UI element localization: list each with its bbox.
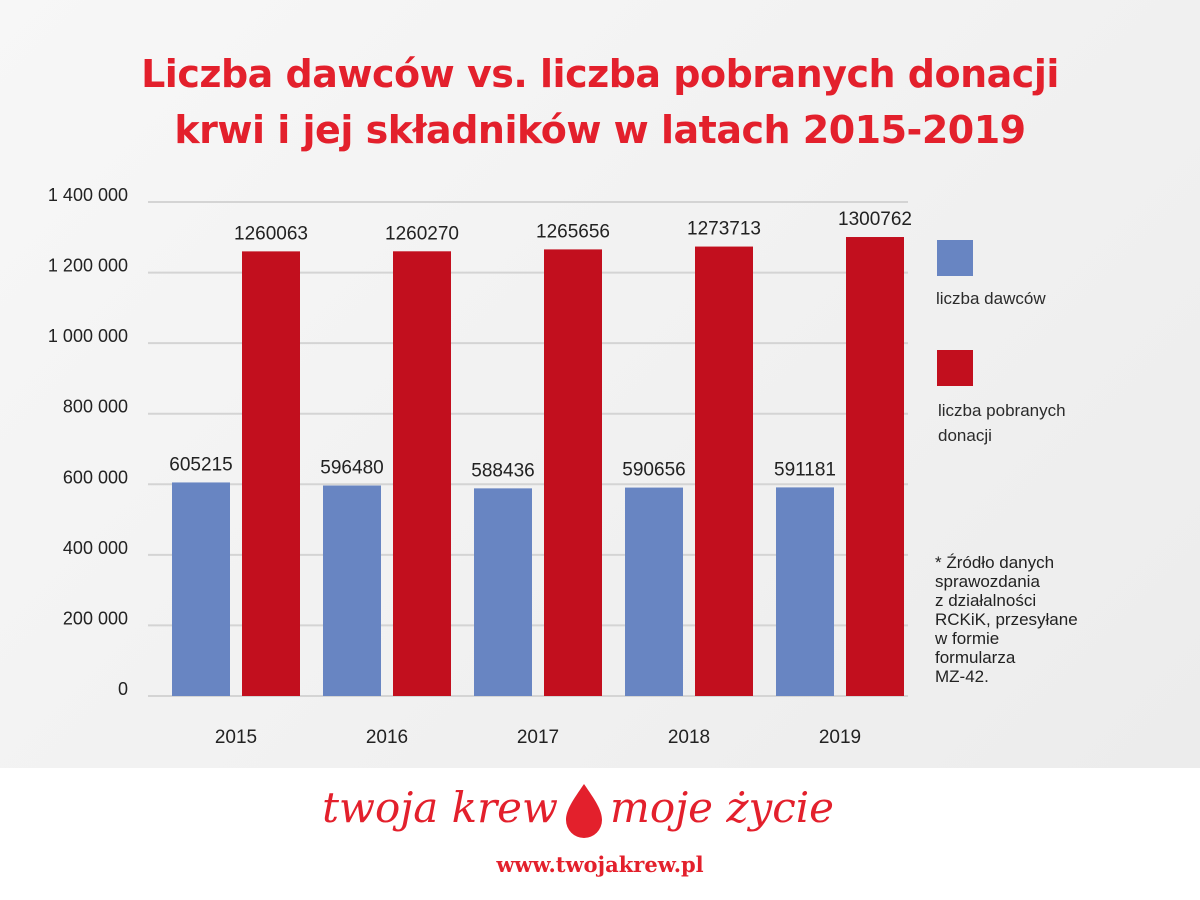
bar-donors xyxy=(172,482,230,696)
x-tick-label: 2018 xyxy=(668,727,710,748)
bar-donations xyxy=(393,251,451,696)
data-label-donations: 1265656 xyxy=(536,221,610,242)
y-tick-label: 400 000 xyxy=(63,538,128,558)
source-note-line: RCKiK, przesyłane xyxy=(935,610,1078,629)
chart-title-line-2: krwi i jej składników w latach 2015-2019 xyxy=(174,108,1026,152)
bar-chart: 0 200 000 400 000 600 000 800 000 1 000 000 1 … xyxy=(48,185,912,748)
brand-slogan: twoja krew moje życie xyxy=(0,776,1200,845)
blood-drop-icon xyxy=(566,784,602,838)
y-tick-label: 1 000 000 xyxy=(48,326,128,346)
slogan-left-text: twoja krew xyxy=(322,783,558,832)
data-label-donations: 1273713 xyxy=(687,219,761,240)
bar-donations xyxy=(846,237,904,696)
slogan-right-text: moje życie xyxy=(610,783,834,832)
legend-label-donations-line-1: liczba pobranych xyxy=(938,401,1066,420)
data-label-donations: 1300762 xyxy=(838,209,912,230)
brand-slogan-graphic: twoja krew moje życie xyxy=(322,783,834,838)
bar-donations xyxy=(242,251,300,696)
bar-donors xyxy=(776,487,834,696)
y-tick-label: 0 xyxy=(118,679,128,699)
legend-label-donations-line-2: donacji xyxy=(938,426,992,445)
data-label-donors: 588436 xyxy=(471,460,534,481)
y-tick-label: 200 000 xyxy=(63,608,128,628)
source-note-line: z działalności xyxy=(935,591,1037,610)
data-label-donors: 591181 xyxy=(774,459,836,480)
bar-donors xyxy=(474,488,532,696)
data-label-donors: 605215 xyxy=(169,454,232,475)
source-note-line: w formie xyxy=(935,629,1000,648)
bar-donations xyxy=(695,246,753,696)
source-note-line: sprawozdania xyxy=(935,572,1040,591)
legend-label-donors: liczba dawców xyxy=(936,289,1046,308)
x-tick-label: 2015 xyxy=(215,727,257,748)
x-tick-label: 2017 xyxy=(517,727,559,748)
data-label-donations: 1260063 xyxy=(234,223,308,244)
source-note: * Źródło danych sprawozdania z działalno… xyxy=(935,553,1135,686)
legend-swatch-donations xyxy=(937,350,973,386)
bar-donors xyxy=(323,485,381,696)
x-tick-label: 2019 xyxy=(819,727,861,748)
chart-title-line-1: Liczba dawców vs. liczba pobranych donac… xyxy=(141,52,1059,96)
data-label-donors: 596480 xyxy=(320,458,383,479)
bar-donors xyxy=(625,487,683,696)
website-link[interactable]: www.twojakrew.pl xyxy=(496,852,704,877)
y-tick-label: 800 000 xyxy=(63,397,128,417)
bar-donations xyxy=(544,249,602,696)
y-tick-label: 1 400 000 xyxy=(48,185,128,205)
x-tick-label: 2016 xyxy=(366,727,408,748)
data-label-donations: 1260270 xyxy=(385,223,459,244)
y-tick-label: 1 200 000 xyxy=(48,256,128,276)
source-note-line: formularza xyxy=(935,648,1016,667)
source-note-line: * Źródło danych xyxy=(935,553,1055,572)
source-note-line: MZ-42. xyxy=(935,667,989,686)
y-tick-label: 600 000 xyxy=(63,467,128,487)
legend-swatch-donors xyxy=(937,240,973,276)
data-label-donors: 590656 xyxy=(622,460,685,481)
chart-title: Liczba dawców vs. liczba pobranych donac… xyxy=(0,46,1200,158)
